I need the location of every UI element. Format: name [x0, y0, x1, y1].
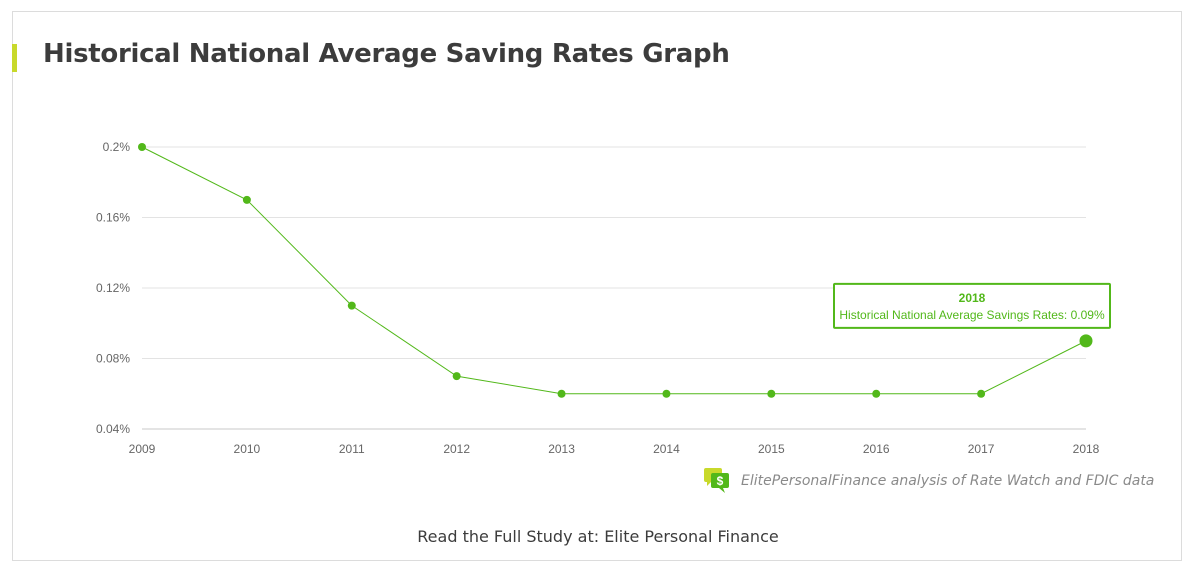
x-tick-label: 2017 [968, 442, 995, 456]
chart-tooltip: 2018 Historical National Average Savings… [833, 282, 1111, 329]
series-line [141, 146, 1087, 395]
page-title: Historical National Average Saving Rates… [43, 39, 730, 69]
x-tick-label: 2015 [758, 442, 785, 456]
source-note: $ ElitePersonalFinance analysis of Rate … [703, 467, 1154, 495]
data-point[interactable] [452, 372, 461, 381]
svg-text:$: $ [717, 474, 724, 488]
x-tick-label: 2012 [443, 442, 470, 456]
data-point-highlighted[interactable] [1079, 334, 1093, 348]
y-tick-label: 0.16% [96, 211, 130, 225]
x-tick-label: 2016 [863, 442, 890, 456]
x-tick-label: 2018 [1073, 442, 1100, 456]
tooltip-title: 2018 [959, 291, 986, 305]
x-tick-label: 2014 [653, 442, 680, 456]
series-line-layer [141, 146, 1087, 395]
x-tick-label: 2010 [234, 442, 261, 456]
data-points [138, 143, 1093, 398]
x-axis-ticks: 2009 2010 2011 2012 2013 2014 2015 2016 2017 2018 [129, 442, 1100, 456]
grid-lines [142, 146, 1086, 430]
y-tick-label: 0.04% [96, 422, 130, 436]
x-tick-label: 2013 [548, 442, 575, 456]
y-tick-label: 0.2% [103, 140, 131, 154]
tooltip-text: Historical National Average Savings Rate… [839, 308, 1105, 322]
data-point[interactable] [767, 389, 776, 398]
data-point[interactable] [557, 389, 566, 398]
title-accent-bar [12, 44, 17, 72]
data-point[interactable] [872, 389, 881, 398]
data-point[interactable] [138, 143, 146, 151]
data-point[interactable] [242, 195, 251, 204]
y-tick-label: 0.08% [96, 352, 130, 366]
source-text: ElitePersonalFinance analysis of Rate Wa… [741, 473, 1155, 489]
y-axis-ticks: 0.04% 0.08% 0.12% 0.16% 0.2% [96, 140, 130, 436]
y-tick-label: 0.12% [96, 281, 130, 295]
data-point[interactable] [977, 389, 986, 398]
money-chat-icon: $ [704, 468, 729, 493]
data-point[interactable] [347, 301, 356, 310]
x-tick-label: 2009 [129, 442, 156, 456]
data-point[interactable] [662, 389, 671, 398]
tooltip-box [833, 282, 1111, 329]
footer-link-text[interactable]: Read the Full Study at: Elite Personal F… [417, 527, 779, 546]
x-tick-label: 2011 [339, 442, 365, 456]
